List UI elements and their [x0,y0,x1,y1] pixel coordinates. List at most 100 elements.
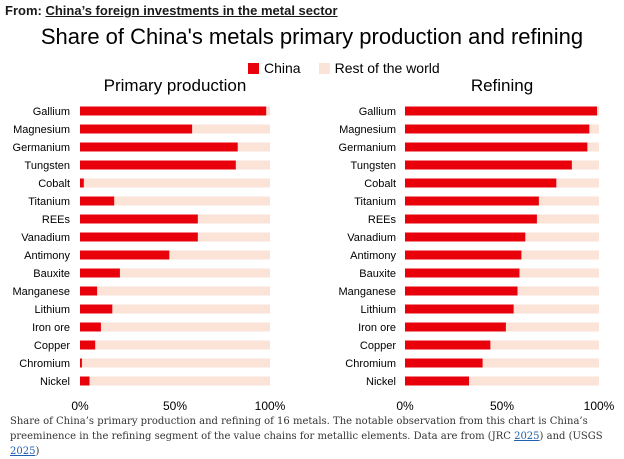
x-tick-label-refining-2: 100% [584,399,615,413]
bar-china-primary-lithium [80,304,113,314]
panel-title-primary: Primary production [103,76,247,95]
category-label-refining-vanadium: Vanadium [347,232,396,244]
bar-china-primary-copper [80,340,96,350]
category-label-primary-nickel: Nickel [40,376,70,388]
category-label-primary-gallium: Gallium [33,106,70,118]
bar-rest-refining-copper [405,340,599,350]
bar-china-primary-manganese [80,286,98,296]
caption-link-jrc[interactable]: 2025 [514,431,540,442]
bar-china-refining-bauxite [405,268,520,278]
bar-rest-primary-lithium [80,304,270,314]
caption-text-3: ) [35,446,40,457]
x-tick-label-primary-0: 0% [71,399,89,413]
category-label-refining-antimony: Antimony [350,250,396,262]
bar-china-refining-gallium [405,106,598,116]
bar-rest-primary-bauxite [80,268,270,278]
chart-title: Share of China's metals primary producti… [40,24,584,49]
bar-china-refining-titanium [405,196,539,206]
category-label-primary-rees: REEs [42,214,71,226]
bar-china-primary-titanium [80,196,115,206]
bar-china-refining-iron-ore [405,322,506,332]
bar-china-refining-lithium [405,304,514,314]
bar-china-primary-tungsten [80,160,236,170]
bar-rest-primary-antimony [80,250,270,260]
bar-rest-refining-chromium [405,358,599,368]
legend-label-china: China [264,60,301,76]
bar-china-refining-manganese [405,286,518,296]
bar-china-primary-rees [80,214,198,224]
legend-item-rest: Rest of the world [318,60,440,76]
bar-rest-primary-nickel [80,376,270,386]
bar-china-refining-vanadium [405,232,526,242]
figure-caption: Share of China’s primary production and … [10,414,614,459]
bar-rest-primary-chromium [80,358,270,368]
bar-rest-primary-iron-ore [80,322,270,332]
source-link[interactable]: China’s foreign investments in the metal… [45,3,338,18]
bar-china-refining-antimony [405,250,522,260]
bar-rest-primary-cobalt [80,178,270,188]
category-label-primary-germanium: Germanium [13,142,70,154]
legend-swatch-china [248,62,259,74]
legend-swatch-rest [318,62,330,74]
bar-china-refining-chromium [405,358,483,368]
caption-text-1: Share of China’s primary production and … [10,416,588,442]
category-label-primary-copper: Copper [34,340,70,352]
category-label-primary-lithium: Lithium [35,304,70,316]
category-label-refining-germanium: Germanium [339,142,396,154]
bar-china-refining-nickel [405,376,470,386]
category-label-refining-lithium: Lithium [361,304,396,316]
category-label-refining-titanium: Titanium [354,196,396,208]
category-label-primary-chromium: Chromium [19,358,70,370]
category-label-primary-vanadium: Vanadium [21,232,70,244]
x-tick-label-refining-0: 0% [396,399,414,413]
category-label-primary-manganese: Manganese [13,286,71,298]
bar-rest-primary-copper [80,340,270,350]
legend-label-rest: Rest of the world [334,60,440,76]
category-label-primary-titanium: Titanium [28,196,70,208]
caption-text-2: ) and (USGS [539,431,603,442]
category-label-primary-tungsten: Tungsten [25,160,70,172]
bar-china-primary-antimony [80,250,170,260]
category-label-primary-antimony: Antimony [24,250,70,262]
x-tick-label-primary-1: 50% [163,399,187,413]
category-label-primary-cobalt: Cobalt [38,178,70,190]
bar-china-refining-magnesium [405,124,590,134]
caption-link-usgs[interactable]: 2025 [10,446,36,457]
x-tick-label-refining-1: 50% [490,399,514,413]
category-label-refining-chromium: Chromium [345,358,396,370]
from-label: From: [5,3,42,18]
bar-china-primary-nickel [80,376,90,386]
bar-china-primary-cobalt [80,178,84,188]
bar-china-primary-germanium [80,142,238,152]
category-label-refining-bauxite: Bauxite [359,268,396,280]
category-label-refining-manganese: Manganese [339,286,397,298]
category-label-refining-tungsten: Tungsten [351,160,396,172]
bar-china-primary-iron-ore [80,322,101,332]
x-tick-label-primary-2: 100% [255,399,286,413]
legend: China Rest of the world [248,59,458,77]
category-label-primary-bauxite: Bauxite [33,268,70,280]
panel-title-refining: Refining [470,76,534,95]
bar-china-refining-cobalt [405,178,557,188]
bar-china-refining-tungsten [405,160,572,170]
bar-china-refining-germanium [405,142,588,152]
category-label-refining-cobalt: Cobalt [364,178,396,190]
bar-china-refining-copper [405,340,491,350]
bar-chart: Gallium Magnesium Germanium Tungsten Cobalt T… [13,106,615,413]
bar-china-primary-gallium [80,106,267,116]
category-label-refining-nickel: Nickel [366,376,396,388]
category-label-refining-gallium: Gallium [359,106,396,118]
bar-rest-primary-manganese [80,286,270,296]
bar-rest-refining-nickel [405,376,599,386]
category-label-refining-iron-ore: Iron ore [358,322,396,334]
bar-china-primary-bauxite [80,268,120,278]
legend-item-china: China [248,60,301,76]
category-label-refining-rees: REEs [368,214,397,226]
bar-china-refining-rees [405,214,537,224]
category-label-refining-magnesium: Magnesium [339,124,396,136]
category-label-primary-iron-ore: Iron ore [32,322,70,334]
bar-china-primary-magnesium [80,124,193,134]
category-label-primary-magnesium: Magnesium [13,124,70,136]
category-label-refining-copper: Copper [360,340,396,352]
source-line: From: China’s foreign investments in the… [5,3,338,18]
